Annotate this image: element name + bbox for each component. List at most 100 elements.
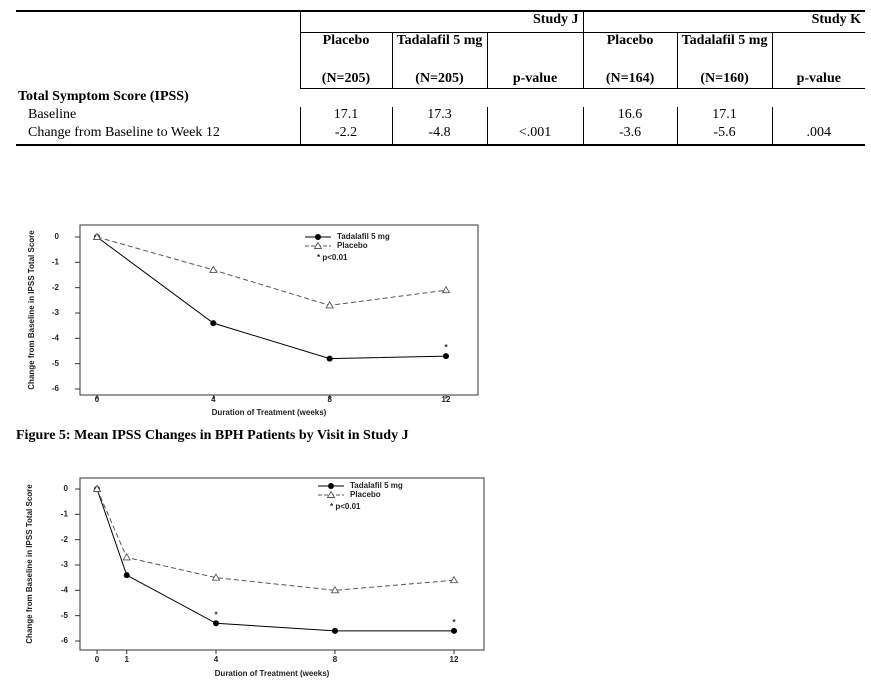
column-header bbox=[771, 32, 866, 71]
table-cell: .004 bbox=[771, 125, 866, 146]
table-row: Baseline 17.1 17.3 16.6 17.1 bbox=[16, 107, 866, 125]
column-header: Tadalafil 5 mg bbox=[676, 32, 773, 71]
data-point bbox=[92, 484, 102, 492]
column-n: (N=205) bbox=[299, 71, 392, 89]
significance-mark: * bbox=[214, 610, 218, 619]
x-axis-label: Duration of Treatment (weeks) bbox=[212, 408, 327, 417]
series-line bbox=[96, 488, 455, 591]
legend-label: Placebo bbox=[350, 490, 381, 499]
data-point bbox=[123, 572, 130, 579]
x-tick-label: 8 bbox=[333, 655, 338, 664]
x-tick-label: 4 bbox=[211, 395, 216, 404]
data-point bbox=[332, 627, 338, 634]
table-cell: -4.8 bbox=[391, 125, 487, 146]
data-point bbox=[211, 573, 221, 581]
x-tick-label: 12 bbox=[450, 655, 459, 664]
plot-frame bbox=[79, 477, 485, 651]
study-header: Study K bbox=[582, 10, 866, 33]
data-point bbox=[122, 553, 132, 561]
data-point bbox=[325, 301, 334, 309]
y-tick-label: -6 bbox=[61, 636, 69, 645]
table-cell: 17.1 bbox=[299, 107, 392, 125]
legend-note: * p<0.01 bbox=[330, 502, 361, 511]
legend-marker bbox=[326, 490, 336, 498]
row-label: Baseline bbox=[28, 107, 77, 122]
y-tick-label: -5 bbox=[61, 611, 69, 620]
data-point bbox=[451, 627, 457, 634]
column-n: p-value bbox=[486, 71, 584, 89]
y-tick-label: -4 bbox=[61, 585, 69, 594]
y-tick-label: 0 bbox=[55, 232, 60, 241]
x-tick-label: 4 bbox=[214, 655, 219, 664]
legend-marker bbox=[313, 241, 323, 249]
data-point bbox=[213, 620, 219, 627]
legend-label: Placebo bbox=[337, 241, 368, 250]
column-n: (N=160) bbox=[676, 71, 773, 89]
y-tick-label: -1 bbox=[52, 257, 60, 266]
data-point bbox=[441, 285, 451, 294]
data-point bbox=[210, 320, 217, 327]
data-point bbox=[326, 355, 333, 362]
y-tick-label: -4 bbox=[52, 333, 60, 342]
y-axis-label: Change from Baseline in IPSS Total Score bbox=[25, 484, 34, 644]
y-tick-label: -2 bbox=[52, 283, 60, 292]
legend-marker bbox=[328, 483, 334, 489]
legend-label: Tadalafil 5 mg bbox=[350, 481, 403, 490]
significance-mark: * bbox=[444, 343, 448, 352]
x-tick-label: 0 bbox=[95, 395, 100, 404]
significance-mark: * bbox=[452, 618, 456, 627]
results-table: Study J Study K Placebo Tadalafil 5 mg Place… bbox=[16, 10, 866, 146]
column-header: Tadalafil 5 mg bbox=[391, 32, 487, 71]
table-cell: 17.3 bbox=[391, 107, 487, 125]
column-n: (N=205) bbox=[391, 71, 487, 89]
series-line bbox=[96, 488, 454, 632]
y-tick-label: -3 bbox=[61, 560, 69, 569]
legend-note: * p<0.01 bbox=[317, 253, 348, 262]
x-tick-label: 1 bbox=[125, 655, 130, 664]
table-row: (N=205) (N=205) p-value (N=164) (N=160) p-val… bbox=[16, 71, 866, 89]
section-header: Total Symptom Score (IPSS) bbox=[18, 89, 189, 104]
data-point bbox=[449, 575, 459, 584]
table-cell: -3.6 bbox=[582, 125, 678, 146]
table-cell bbox=[486, 107, 584, 125]
y-tick-label: -1 bbox=[61, 509, 69, 518]
series-line bbox=[96, 236, 447, 360]
x-tick-label: 0 bbox=[95, 655, 100, 664]
table-row: Placebo Tadalafil 5 mg Placebo Tadalafil 5 … bbox=[16, 32, 866, 71]
table-cell: 16.6 bbox=[582, 107, 678, 125]
data-point bbox=[443, 353, 449, 360]
data-point bbox=[330, 585, 340, 594]
data-point bbox=[92, 232, 102, 240]
table-row: Change from Baseline to Week 12 -2.2 -4.8 <… bbox=[16, 125, 866, 146]
y-axis-label: Change from Baseline in IPSS Total Score bbox=[27, 230, 36, 390]
table-cell bbox=[771, 107, 866, 125]
x-tick-label: 12 bbox=[442, 395, 451, 404]
table-cell: -2.2 bbox=[299, 125, 392, 146]
y-tick-label: -2 bbox=[61, 535, 69, 544]
column-header bbox=[486, 32, 584, 71]
corner-cell bbox=[16, 10, 300, 89]
column-header: Placebo bbox=[299, 32, 392, 71]
column-n: p-value bbox=[771, 71, 866, 89]
row-label: Change from Baseline to Week 12 bbox=[16, 125, 300, 146]
column-n: (N=164) bbox=[582, 71, 678, 89]
x-axis-label: Duration of Treatment (weeks) bbox=[215, 669, 330, 678]
y-tick-label: -6 bbox=[52, 384, 60, 393]
plot-frame bbox=[79, 224, 479, 396]
y-tick-label: -3 bbox=[52, 308, 60, 317]
study-header: Study J bbox=[299, 10, 584, 33]
column-header: Placebo bbox=[582, 32, 678, 71]
y-tick-label: 0 bbox=[64, 484, 69, 493]
legend-marker bbox=[315, 234, 321, 240]
y-tick-label: -5 bbox=[52, 359, 60, 368]
table-cell: 17.1 bbox=[676, 107, 773, 125]
table-row: Study J Study K bbox=[16, 10, 866, 89]
series-line bbox=[96, 236, 447, 306]
table-cell: -5.6 bbox=[676, 125, 773, 146]
figure-caption: Figure 5: Mean IPSS Changes in BPH Patie… bbox=[16, 428, 409, 443]
table-row: Total Symptom Score (IPSS) bbox=[16, 89, 865, 108]
x-tick-label: 8 bbox=[327, 395, 332, 404]
legend-label: Tadalafil 5 mg bbox=[337, 232, 390, 241]
